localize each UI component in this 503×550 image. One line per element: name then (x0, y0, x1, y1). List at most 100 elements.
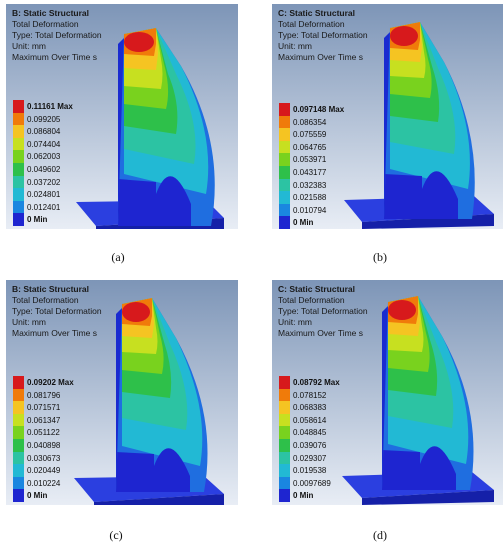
result-name: Total Deformation (12, 19, 79, 29)
legend-swatch (279, 476, 290, 490)
result-header: C: Static Structural Total Deformation T… (278, 8, 368, 63)
result-name: Total Deformation (278, 19, 345, 29)
analysis-title: C: Static Structural (278, 8, 355, 18)
result-header: B: Static Structural Total Deformation T… (12, 284, 102, 339)
result-type: Type: Total Deformation (12, 306, 102, 316)
legend-swatch (279, 489, 290, 502)
legend-value: 0.068383 (293, 403, 327, 413)
result-header: C: Static Structural Total Deformation T… (278, 284, 368, 339)
legend-swatch (279, 216, 290, 229)
legend-value: 0.053971 (293, 155, 327, 165)
legend-swatch (13, 413, 24, 427)
result-time: Maximum Over Time s (12, 52, 98, 62)
legend-swatch (13, 476, 24, 490)
legend-value: 0.071571 (27, 403, 61, 413)
legend-value: 0.078152 (293, 390, 327, 400)
legend-value: 0.037202 (27, 177, 61, 187)
legend-value: 0.0097689 (293, 478, 331, 488)
panel-b: C: Static Structural Total Deformation T… (272, 4, 503, 229)
panel-a: B: Static Structural Total Deformation T… (6, 4, 238, 229)
legend-value: 0.086354 (293, 117, 327, 127)
legend-swatch (13, 489, 24, 502)
legend-value: 0.030673 (27, 453, 61, 463)
legend-value: 0.075559 (293, 130, 327, 140)
result-name: Total Deformation (278, 295, 345, 305)
legend-swatch (13, 200, 24, 214)
legend-value: 0.058614 (293, 415, 327, 425)
legend-value: 0.039076 (293, 440, 327, 450)
legend-swatch (279, 203, 290, 217)
legend-swatch (13, 112, 24, 126)
result-time: Maximum Over Time s (278, 52, 364, 62)
caption-b: (b) (373, 250, 387, 264)
panel-d: C: Static Structural Total Deformation T… (272, 280, 503, 505)
legend-swatch (279, 426, 290, 439)
result-unit: Unit: mm (12, 41, 46, 51)
legend-value: 0.061347 (27, 415, 61, 425)
legend-value: 0.029307 (293, 453, 327, 463)
analysis-title: C: Static Structural (278, 284, 355, 294)
legend-swatch (279, 438, 290, 452)
legend-value: 0.049602 (27, 164, 61, 174)
legend-swatch (13, 438, 24, 452)
result-time: Maximum Over Time s (278, 328, 364, 338)
blade-render (6, 4, 238, 229)
result-unit: Unit: mm (12, 317, 46, 327)
legend-swatch (13, 150, 24, 163)
legend-swatch (13, 464, 24, 477)
caption-d: (d) (373, 528, 387, 542)
legend-value: 0.020449 (27, 466, 61, 476)
result-unit: Unit: mm (278, 41, 312, 51)
result-unit: Unit: mm (278, 317, 312, 327)
legend-swatch (13, 100, 24, 113)
legend-value: 0.062003 (27, 152, 61, 162)
legend-value: 0.11161 Max (27, 102, 73, 111)
caption-c: (c) (109, 528, 123, 542)
legend-value: 0 Min (293, 491, 314, 501)
legend-swatch (13, 388, 24, 402)
legend-swatch (279, 140, 290, 154)
legend-swatch (279, 103, 290, 116)
legend-value: 0.010794 (293, 205, 327, 215)
legend-swatch (279, 165, 290, 179)
result-name: Total Deformation (12, 295, 79, 305)
legend-value: 0.08792 Max (293, 378, 340, 387)
legend-value: 0.099205 (27, 114, 61, 124)
legend-swatch (13, 162, 24, 176)
legend-swatch (13, 401, 24, 414)
legend-swatch (279, 128, 290, 141)
legend-swatch (279, 153, 290, 166)
blade-render (272, 4, 503, 229)
legend-value: 0 Min (27, 491, 48, 501)
legend-swatch (13, 137, 24, 151)
legend-swatch (13, 125, 24, 138)
legend-value: 0.040898 (27, 440, 61, 450)
legend-swatch (279, 401, 290, 414)
legend-value: 0.097148 Max (293, 105, 345, 114)
analysis-title: B: Static Structural (12, 8, 89, 18)
legend-swatch (13, 188, 24, 201)
legend-value: 0.032383 (293, 180, 327, 190)
result-type: Type: Total Deformation (278, 306, 368, 316)
legend-value: 0.021588 (293, 193, 327, 203)
blade-render (6, 280, 238, 505)
legend-value: 0.081796 (27, 390, 61, 400)
legend-swatch (13, 175, 24, 189)
panel-c: B: Static Structural Total Deformation T… (6, 280, 238, 505)
legend-value: 0.019538 (293, 466, 327, 476)
legend-swatch (279, 388, 290, 402)
legend-value: 0.09202 Max (27, 378, 74, 387)
legend-swatch (13, 376, 24, 389)
legend-swatch (279, 178, 290, 192)
legend-value: 0.074404 (27, 139, 61, 149)
blade-render (272, 280, 503, 505)
caption-a: (a) (111, 250, 125, 264)
result-type: Type: Total Deformation (12, 30, 102, 40)
legend-value: 0.048845 (293, 428, 327, 438)
legend-value: 0.043177 (293, 167, 327, 177)
legend-value: 0 Min (27, 215, 48, 225)
legend-value: 0.024801 (27, 190, 61, 200)
analysis-title: B: Static Structural (12, 284, 89, 294)
legend-value: 0.010224 (27, 478, 61, 488)
legend-swatch (13, 451, 24, 465)
